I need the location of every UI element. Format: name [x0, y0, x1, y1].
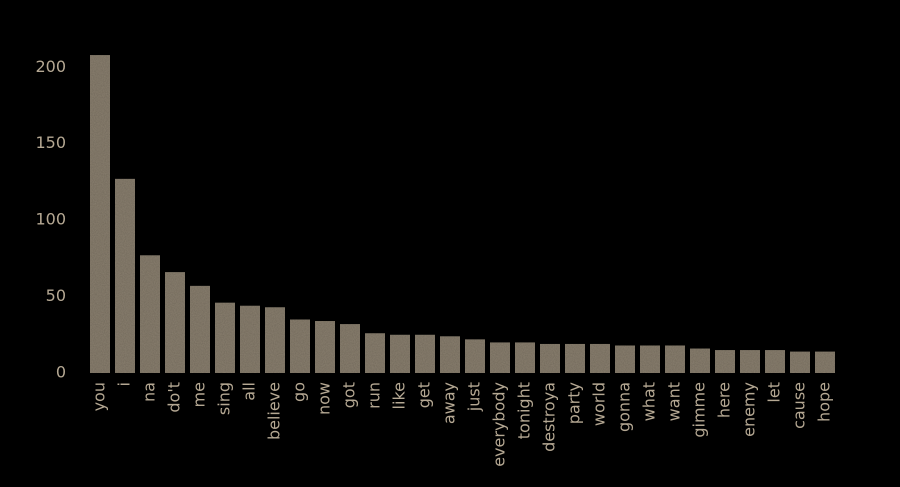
- bar: [540, 343, 560, 373]
- bar: [515, 342, 535, 373]
- x-tick-label: just: [465, 382, 484, 412]
- bar: [190, 285, 210, 373]
- x-tick-label: party: [565, 382, 584, 424]
- bar: [315, 321, 335, 373]
- x-tick-label: do't: [165, 382, 184, 413]
- x-tick-label: everybody: [490, 382, 509, 467]
- x-tick-label: gimme: [690, 382, 709, 438]
- bar: [615, 345, 635, 373]
- bar: [640, 345, 660, 373]
- bar: [690, 348, 710, 373]
- bar: [390, 334, 410, 373]
- bar: [415, 334, 435, 373]
- bar: [490, 342, 510, 373]
- bar: [765, 350, 785, 373]
- bar: [665, 345, 685, 373]
- y-tick-label: 0: [56, 363, 66, 382]
- x-tick-label: enemy: [740, 382, 759, 437]
- x-tick-label: go: [290, 382, 309, 402]
- bar: [790, 351, 810, 373]
- bar: [115, 178, 135, 373]
- x-tick-label: na: [140, 382, 159, 402]
- y-tick-label: 200: [35, 57, 66, 76]
- bar: [140, 255, 160, 373]
- x-tick-label: away: [440, 382, 459, 424]
- y-tick-label: 100: [35, 210, 66, 229]
- x-tick-label: i: [115, 382, 134, 386]
- bar: [590, 343, 610, 373]
- bar: [365, 333, 385, 373]
- bar: [290, 319, 310, 373]
- x-tick-label: sing: [215, 382, 234, 415]
- x-tick-label: hope: [815, 382, 834, 422]
- x-tick-label: gonna: [615, 382, 634, 432]
- y-tick-label: 150: [35, 133, 66, 152]
- bar: [440, 336, 460, 373]
- x-tick-label: want: [665, 382, 684, 421]
- bar: [240, 305, 260, 373]
- x-tick-label: destroya: [540, 382, 559, 452]
- x-tick-label: me: [190, 382, 209, 407]
- bar: [265, 307, 285, 373]
- bar: [740, 350, 760, 373]
- x-tick-label: get: [415, 382, 434, 408]
- x-tick-label: run: [365, 382, 384, 409]
- x-tick-label: here: [715, 382, 734, 418]
- x-tick-label: like: [390, 382, 409, 409]
- bar: [340, 324, 360, 373]
- x-tick-label: all: [240, 382, 259, 401]
- bar: [815, 351, 835, 373]
- bar: [90, 55, 110, 374]
- x-tick-label: tonight: [515, 382, 534, 439]
- x-tick-label: what: [640, 382, 659, 421]
- x-tick-label: let: [765, 382, 784, 403]
- bar: [465, 339, 485, 373]
- bar: [215, 302, 235, 373]
- x-tick-label: cause: [790, 382, 809, 429]
- x-tick-label: you: [90, 382, 109, 411]
- x-tick-label: world: [590, 382, 609, 426]
- bar: [565, 343, 585, 373]
- bar: [715, 350, 735, 373]
- x-tick-label: now: [315, 382, 334, 415]
- x-tick-label: got: [340, 382, 359, 408]
- bar: [165, 272, 185, 373]
- x-tick-label: believe: [265, 382, 284, 440]
- y-tick-label: 50: [46, 286, 66, 305]
